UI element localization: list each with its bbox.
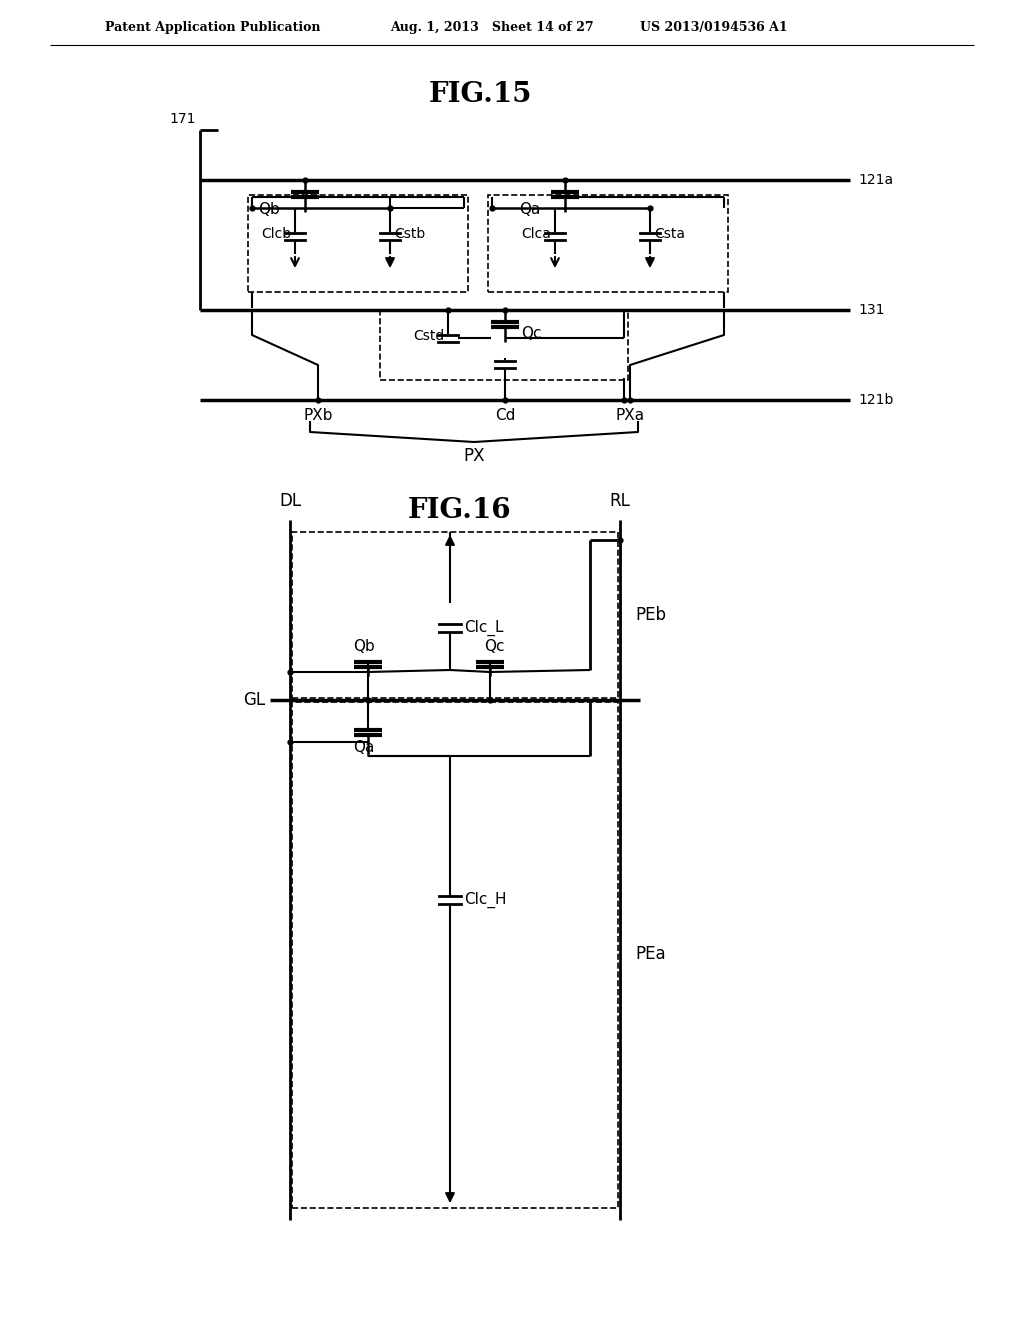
Bar [488,195,728,292]
Text: Clc_H: Clc_H [464,892,507,908]
Text: 121b: 121b [858,393,893,407]
Text: Aug. 1, 2013   Sheet 14 of 27: Aug. 1, 2013 Sheet 14 of 27 [390,21,594,34]
Bar [248,195,468,292]
Text: PX: PX [463,447,484,465]
Text: FIG.16: FIG.16 [409,496,512,524]
Text: Qb: Qb [258,202,280,218]
Text: Cstd: Cstd [413,329,444,343]
Text: Clc_L: Clc_L [464,620,504,636]
Text: Qc: Qc [483,639,504,653]
Text: PEa: PEa [635,945,666,964]
Text: US 2013/0194536 A1: US 2013/0194536 A1 [640,21,787,34]
Bar [292,702,618,1208]
Text: GL: GL [243,690,265,709]
Text: PEb: PEb [635,606,666,624]
Text: Cstb: Cstb [394,227,425,242]
Bar [380,310,628,380]
Bar [292,532,618,698]
Text: Qc: Qc [521,326,542,342]
Text: PXb: PXb [303,408,333,422]
Text: 121a: 121a [858,173,893,187]
Text: 131: 131 [858,304,885,317]
Text: Patent Application Publication: Patent Application Publication [105,21,321,34]
Text: RL: RL [609,492,631,510]
Text: Csta: Csta [654,227,685,242]
Text: Cd: Cd [495,408,515,422]
Text: Qa: Qa [518,202,540,218]
Text: Qb: Qb [353,639,375,653]
Text: Clcb: Clcb [261,227,291,242]
Text: DL: DL [279,492,301,510]
Text: Qa: Qa [353,741,375,755]
Text: PXa: PXa [615,408,644,422]
Text: FIG.15: FIG.15 [428,82,531,108]
Text: 171: 171 [170,112,196,125]
Text: Clca: Clca [521,227,551,242]
